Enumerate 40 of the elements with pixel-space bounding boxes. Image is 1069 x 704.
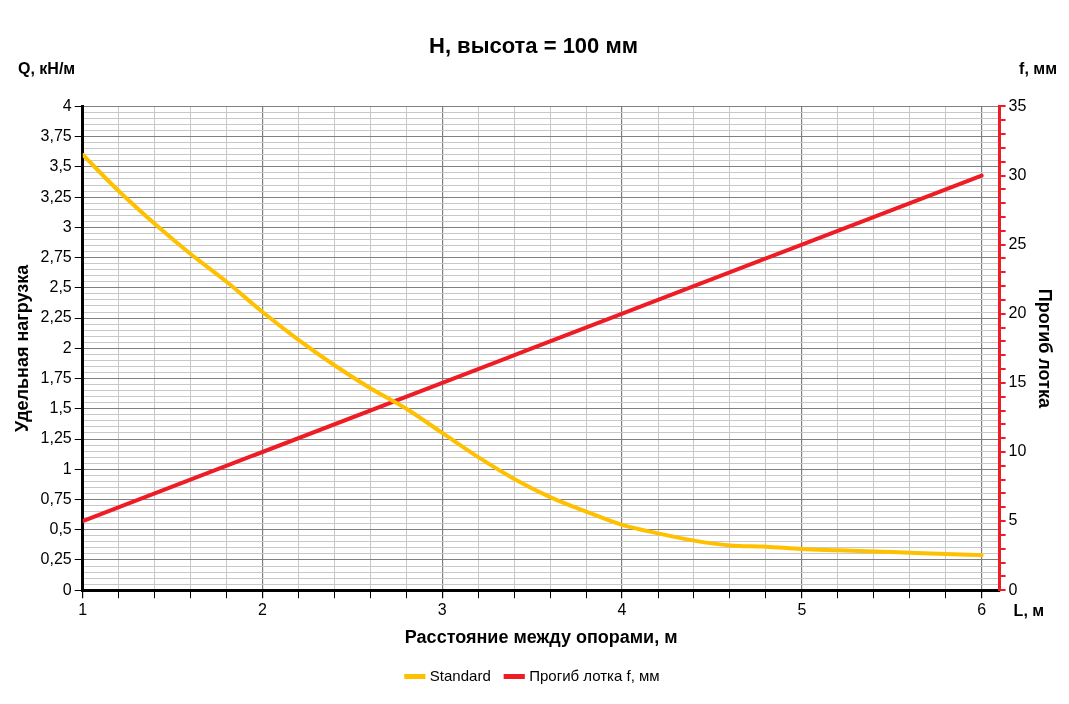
y2-axis-title: Прогиб лотка — [1035, 288, 1056, 409]
y-tick-label: 1,75 — [40, 368, 72, 386]
y-axis-title: Удельная нагрузка — [11, 263, 32, 432]
x-tick-label: 6 — [977, 601, 987, 619]
y2-tick-label: 35 — [1008, 96, 1027, 114]
x-tick-label: 5 — [797, 601, 807, 619]
y-tick-label: 2,75 — [40, 247, 72, 265]
y-tick-label: 0,75 — [40, 489, 72, 507]
y-tick-label: 4 — [62, 96, 72, 114]
x-tick-label: 3 — [437, 601, 447, 619]
y-tick-label: 3,75 — [40, 127, 72, 145]
y-tick-label: 1,25 — [40, 429, 72, 447]
y-tick-label: 0 — [62, 580, 72, 598]
y2-tick-label: 15 — [1008, 373, 1027, 391]
y-tick-label: 3,25 — [40, 187, 72, 205]
y-tick-label: 2 — [62, 338, 72, 356]
y2-tick-label: 5 — [1008, 511, 1018, 529]
y-tick-label: 0,5 — [49, 520, 72, 538]
x-tick-label: 2 — [258, 601, 268, 619]
chart-title: H, высота = 100 мм — [429, 33, 638, 59]
y-tick-label: 2,5 — [49, 278, 72, 296]
y2-tick-label: 0 — [1008, 580, 1018, 598]
y-tick-label: 2,25 — [40, 308, 72, 326]
text: L, м — [1013, 602, 1045, 620]
legend-label: Standard — [429, 666, 491, 684]
y-tick-label: 0,25 — [40, 550, 72, 568]
y-tick-label: 1 — [62, 459, 72, 477]
x-tick-label: 1 — [78, 601, 88, 619]
x-axis-title: Расстояние между опорами, м — [404, 627, 678, 648]
legend-label: Прогиб лотка f, мм — [529, 666, 660, 684]
text: Q, кН/м — [18, 60, 76, 78]
y2-tick-label: 20 — [1008, 304, 1027, 322]
text: f, мм — [1019, 60, 1057, 78]
y-tick-label: 3,5 — [49, 157, 72, 175]
y-tick-label: 3 — [62, 217, 72, 235]
y2-tick-label: 30 — [1008, 165, 1027, 183]
y2-tick-label: 25 — [1008, 235, 1027, 253]
y2-tick-label: 10 — [1008, 442, 1027, 460]
y-tick-label: 1,5 — [49, 399, 72, 417]
x-tick-label: 4 — [617, 601, 627, 619]
